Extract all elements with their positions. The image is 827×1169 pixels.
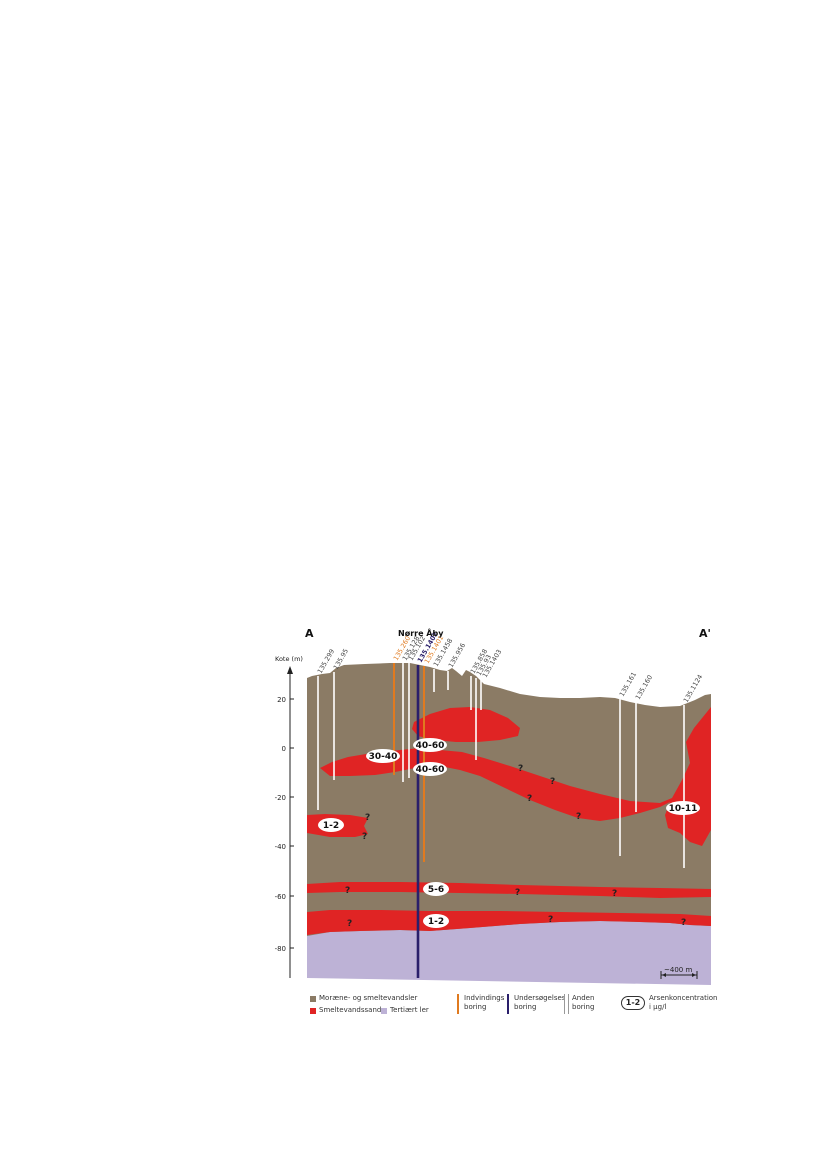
moraine-layer (307, 663, 711, 975)
sand-band-main (320, 707, 711, 846)
question-mark: ? (550, 777, 555, 787)
section-end-label: A' (699, 627, 711, 640)
legend-extraction: Indvindings boring (464, 994, 504, 1012)
legend-clay: Tertiært ler (390, 1006, 429, 1014)
legend-swatch-sand (310, 1008, 316, 1014)
tertiary-clay-layer (307, 921, 711, 985)
legend-line-investigation (507, 994, 509, 1014)
legend-arsenic-line2: i µg/l (649, 1003, 667, 1011)
question-mark: ? (347, 919, 352, 929)
concentration-bubble (413, 738, 447, 752)
concentration-value: 5-6 (428, 885, 444, 895)
question-mark: ? (681, 918, 686, 928)
question-mark: ? (345, 886, 350, 896)
legend-swatch-moraine (310, 996, 316, 1002)
legend-line-other (564, 994, 569, 1014)
sand-lens-upper (412, 707, 520, 742)
y-tick-label: -60 (275, 893, 286, 901)
concentration-value: 30-40 (369, 752, 398, 762)
scale-bar: ~400 m (660, 966, 698, 979)
legend-other-line1: Anden (572, 994, 595, 1002)
y-axis-title: Kote (m) (275, 655, 303, 663)
concentration-value: 40-60 (416, 765, 445, 775)
legend-arsenic-sample: 1-2 (625, 998, 641, 1007)
sand-layers (307, 707, 711, 935)
town-label: Nørre Åby (398, 628, 444, 638)
legend-arsenic-bubble: 1-2 (621, 996, 645, 1010)
axis-arrow-icon (287, 666, 293, 674)
sand-band-lower (307, 882, 711, 898)
concentration-bubble (413, 762, 447, 776)
scale-arrow-left-icon (662, 973, 666, 977)
concentration-labels: 30-40 40-60 40-60 1-2 10-11 5-6 1-2 (318, 738, 700, 928)
legend-moraine: Moræne- og smeltevandsler (319, 994, 418, 1002)
legend-sand: Smeltevandssand (319, 1006, 382, 1014)
concentration-value: 1-2 (323, 821, 339, 831)
legend-arsenic-line1: Arsenkoncentration (649, 994, 718, 1002)
y-tick-label: 0 (282, 745, 286, 753)
concentration-bubble (423, 914, 449, 928)
concentration-bubble (366, 749, 400, 763)
question-mark: ? (362, 832, 367, 842)
y-axis: 20 0 -20 -40 -60 -80 Kote (m) (275, 655, 303, 978)
legend-investigation-line1: Undersøgelses (514, 994, 566, 1002)
concentration-value: 40-60 (416, 741, 445, 751)
question-mark: ? (576, 812, 581, 822)
legend-arsenic: Arsenkoncentration i µg/l (649, 994, 718, 1012)
y-tick-label: 20 (277, 696, 286, 704)
legend-other-line2: boring (572, 1003, 595, 1011)
question-mark: ? (365, 813, 370, 823)
legend-swatch-clay (381, 1008, 387, 1014)
scale-text: ~400 m (664, 966, 692, 974)
legend-investigation: Undersøgelses boring (514, 994, 565, 1012)
y-tick-label: -20 (275, 794, 286, 802)
question-mark: ? (612, 889, 617, 899)
question-mark: ? (527, 794, 532, 804)
question-mark: ? (518, 764, 523, 774)
concentration-bubble (666, 801, 700, 815)
concentration-value: 10-11 (669, 804, 698, 814)
section-start-label: A (305, 627, 314, 640)
question-mark: ? (515, 888, 520, 898)
legend-investigation-line2: boring (514, 1003, 537, 1011)
legend-extraction-line2: boring (464, 1003, 487, 1011)
legend-extraction-line1: Indvindings (464, 994, 505, 1002)
scale-arrow-right-icon (692, 973, 696, 977)
borehole-label: 135.160 (634, 674, 654, 701)
concentration-bubble (318, 818, 344, 832)
legend-other: Anden boring (572, 994, 594, 1012)
sand-band-deep (307, 910, 711, 935)
concentration-value: 1-2 (428, 917, 444, 927)
y-tick-label: -80 (275, 945, 286, 953)
question-mark: ? (548, 915, 553, 925)
concentration-bubble (423, 882, 449, 896)
unknown-marks: ? ? ? ? ? ? ? ? ? ? ? ? (345, 764, 686, 929)
y-tick-label: -40 (275, 843, 286, 851)
legend-line-extraction (457, 994, 459, 1014)
